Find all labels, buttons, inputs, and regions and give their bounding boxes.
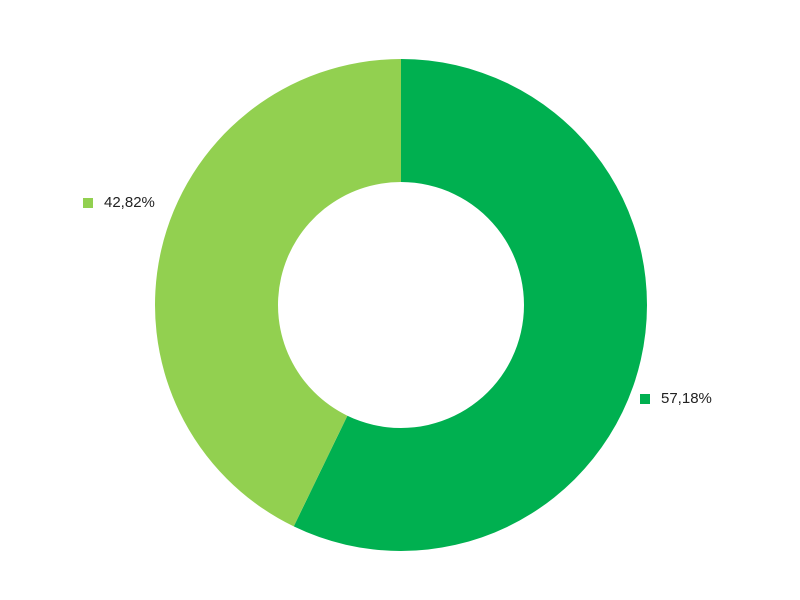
data-label-slice-0: 57,18% [640, 390, 712, 407]
donut-slice-0 [293, 59, 647, 551]
slice-1-swatch-icon [83, 197, 93, 208]
data-label-slice-1: 42,82% [83, 194, 155, 211]
data-label-slice-0-text: 57,18% [661, 390, 712, 407]
slice-0-swatch-icon [640, 393, 650, 404]
donut-slice-1 [154, 59, 401, 527]
data-label-slice-1-text: 42,82% [104, 194, 155, 211]
